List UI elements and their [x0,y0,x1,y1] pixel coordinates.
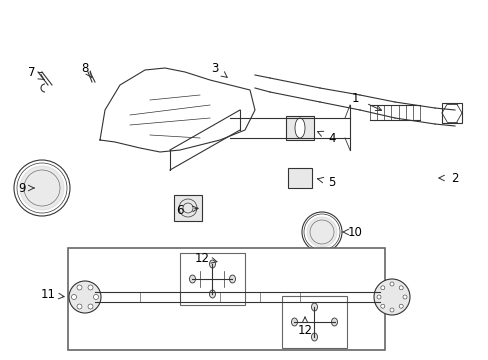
Circle shape [88,304,93,309]
Circle shape [402,295,406,299]
Bar [174,195,202,221]
Circle shape [77,304,82,309]
Bar [282,296,346,348]
Text: 5: 5 [327,176,335,189]
Text: 3: 3 [211,62,218,75]
Ellipse shape [209,260,215,268]
Text: 11: 11 [41,288,55,302]
Circle shape [93,294,98,300]
Circle shape [373,279,409,315]
Ellipse shape [189,275,195,283]
Circle shape [398,286,403,290]
Bar [180,253,244,305]
Text: 7: 7 [28,66,36,78]
Circle shape [88,285,93,290]
Ellipse shape [291,318,297,326]
Bar [441,103,461,123]
Circle shape [77,285,82,290]
Ellipse shape [294,118,305,138]
Circle shape [398,304,403,308]
Text: 9: 9 [18,181,26,194]
Text: 6: 6 [176,203,183,216]
Ellipse shape [331,318,337,326]
Polygon shape [306,217,336,247]
Bar [68,248,384,350]
Ellipse shape [229,275,235,283]
Ellipse shape [209,290,215,298]
Circle shape [69,281,101,313]
Polygon shape [20,166,64,210]
Text: 12: 12 [297,324,312,337]
Text: 10: 10 [347,225,362,239]
Circle shape [376,295,380,299]
Ellipse shape [311,303,317,311]
Circle shape [389,282,393,286]
Bar [285,116,313,140]
Circle shape [380,286,384,290]
Circle shape [389,308,393,312]
Circle shape [71,294,76,300]
Bar [287,168,311,188]
Text: 1: 1 [350,91,358,104]
Text: 4: 4 [327,131,335,144]
Text: 8: 8 [81,62,88,75]
Text: 2: 2 [450,171,458,185]
Text: 12: 12 [194,252,209,265]
Circle shape [380,304,384,308]
Ellipse shape [311,333,317,341]
